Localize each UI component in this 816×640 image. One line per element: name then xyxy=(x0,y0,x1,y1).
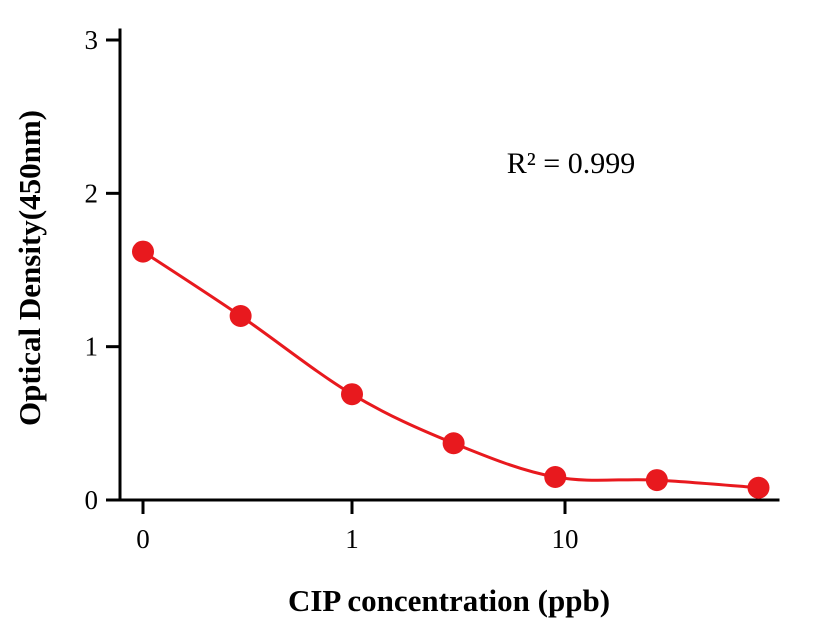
y-axis-title: Optical Density(450nm) xyxy=(12,109,47,427)
axes-spine xyxy=(118,28,780,502)
x-tick-label: 0 xyxy=(136,524,150,554)
data-point xyxy=(229,305,252,327)
y-tick-label: 1 xyxy=(85,332,99,362)
data-point xyxy=(442,432,465,455)
y-tick-label: 2 xyxy=(85,178,99,208)
r-squared-annotation: R² = 0.999 xyxy=(506,147,636,180)
data-point xyxy=(341,383,363,406)
data-point xyxy=(544,466,567,488)
x-tick-label: 1 xyxy=(345,524,359,554)
x-tick-label: 10 xyxy=(552,524,579,554)
x-axis-title: CIP concentration (ppb) xyxy=(287,583,611,618)
data-point xyxy=(645,469,668,492)
data-point xyxy=(747,476,770,499)
data-point xyxy=(132,240,154,263)
y-tick-label: 3 xyxy=(85,25,99,55)
y-tick-label: 0 xyxy=(85,485,99,515)
